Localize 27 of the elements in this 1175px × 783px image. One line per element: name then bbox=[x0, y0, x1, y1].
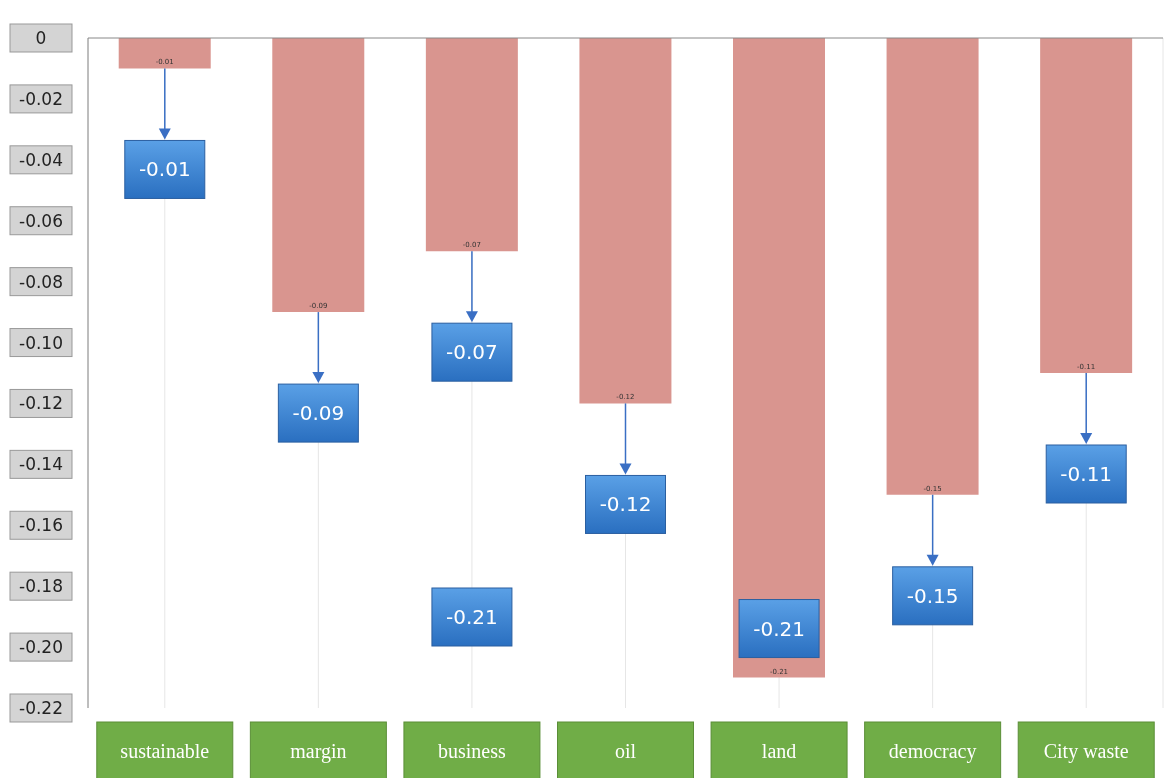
x-tick-label: land bbox=[761, 740, 797, 762]
annotation: -0.07 bbox=[446, 340, 498, 365]
y-tick-label: -0.18 bbox=[19, 576, 63, 597]
x-tick-label: sustainable bbox=[120, 740, 210, 762]
y-tick-label: -0.06 bbox=[19, 210, 63, 231]
x-tick-label: oil bbox=[614, 740, 637, 762]
annotation: -0.01 bbox=[138, 157, 191, 182]
x-tick-label: business bbox=[438, 740, 507, 762]
x-tick-label: margin bbox=[290, 740, 347, 763]
y-tick-label: -0.02 bbox=[19, 88, 63, 109]
y-tick-label: -0.10 bbox=[19, 332, 63, 353]
y-tick-label: -0.08 bbox=[19, 271, 63, 292]
y-tick-label: -0.16 bbox=[19, 515, 63, 536]
y-tick-label: -0.14 bbox=[19, 454, 63, 475]
annotation: -0.21 bbox=[446, 605, 498, 629]
x-tick-label: City waste bbox=[1043, 740, 1129, 763]
y-tick-label: 0 bbox=[35, 28, 47, 48]
y-tick-label: -0.20 bbox=[19, 637, 63, 658]
annotation: -0.12 bbox=[599, 492, 652, 517]
y-tick-label: -0.12 bbox=[19, 393, 63, 414]
annotation: -0.11 bbox=[1060, 462, 1113, 486]
y-tick-label: -0.04 bbox=[19, 149, 63, 170]
annotation: -0.21 bbox=[753, 616, 805, 641]
annotation: -0.15 bbox=[906, 583, 959, 608]
annotation: -0.09 bbox=[292, 401, 345, 426]
x-tick-label: democracy bbox=[888, 740, 977, 763]
y-tick-label: -0.22 bbox=[19, 698, 63, 718]
